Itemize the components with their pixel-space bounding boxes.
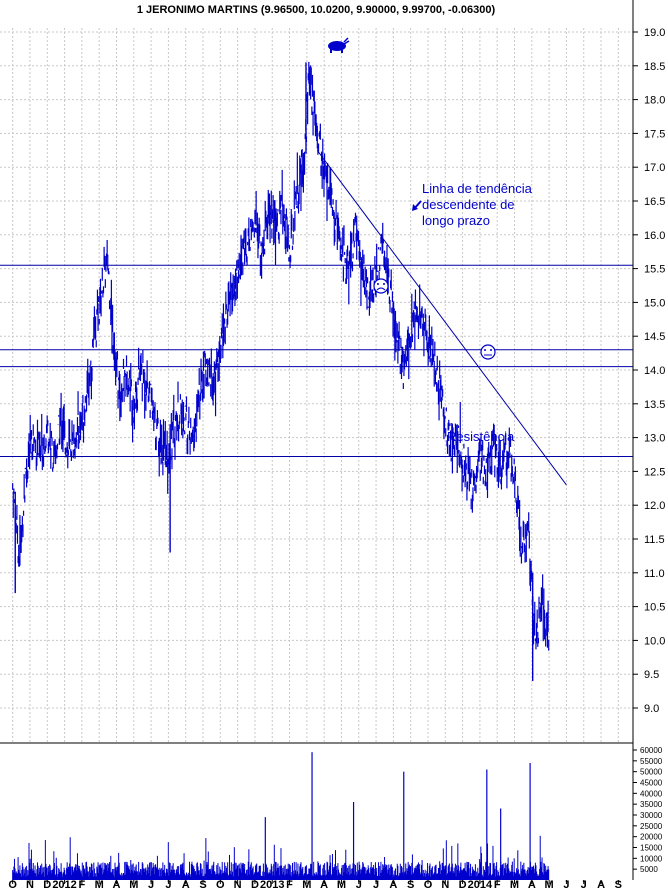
price-bars [12,61,550,681]
x-tick-label: J [563,879,569,891]
x-tick-label: M [545,879,554,891]
price-tick-label: 18.5 [644,61,665,73]
x-tick-label: A [320,879,328,891]
price-tick-label: 9.5 [644,669,659,681]
sad-face-icon [373,278,389,294]
trend-label-line2: descendente de [422,197,515,212]
price-tick-label: 10.0 [644,635,665,647]
x-tick-label: S [615,879,622,891]
x-tick-label: A [389,879,397,891]
price-tick-label: 12.0 [644,500,665,512]
price-tick-label: 18.0 [644,95,665,107]
price-tick-label: 12.5 [644,466,665,478]
volume-tick-label: 60000 [640,746,663,755]
price-tick-label: 19.0 [644,27,665,39]
price-tick-label: 17.5 [644,128,665,140]
x-tick-label: D [251,879,259,891]
x-tick-label: M [302,879,311,891]
price-tick-label: 15.0 [644,297,665,309]
price-tick-label: 16.0 [644,230,665,242]
x-tick-label: S [199,879,206,891]
price-axis: 9.0 9.5 10.0 10.5 11.0 11.5 12.0 12.5 13.0 13.5 14… [633,27,665,715]
x-tick-label: J [581,879,587,891]
price-tick-label: 16.5 [644,196,665,208]
x-tick-label: A [597,879,605,891]
x-tick-label: M [510,879,519,891]
annotation-arrow-icon [412,200,422,211]
trendline-group [316,150,567,486]
volume-tick-label: 30000 [640,811,663,820]
resistance-label: Resistência [447,429,515,444]
x-tick-label: S [407,879,414,891]
x-tick-label: 2013 [260,879,284,891]
x-tick-label: D [459,879,467,891]
volume-tick-label: 15000 [640,844,663,853]
price-tick-label: 13.0 [644,433,665,445]
grid [0,28,633,743]
volume-tick-label: 45000 [640,779,663,788]
volume-tick-label: 35000 [640,800,663,809]
price-tick-label: 14.0 [644,365,665,377]
neutral-face-icon [480,344,496,360]
x-axis: O N D 2012 F M A M J J A S O N D 2013 F M A M J J A S O N D 2014 F M A… [8,879,622,891]
volume-tick-label: 10000 [640,854,663,863]
x-tick-label: M [337,879,346,891]
x-tick-label: M [129,879,138,891]
x-tick-label: D [43,879,51,891]
x-tick-label: J [373,879,379,891]
volume-tick-label: 25000 [640,822,663,831]
bull-icon [328,37,350,53]
price-tick-label: 11.0 [644,568,665,580]
price-tick-label: 9.0 [644,703,659,715]
trend-label-line3: longo prazo [422,213,490,228]
x-tick-label: N [441,879,449,891]
horizontal-lines [0,264,633,458]
descending-trendline [316,150,567,486]
x-tick-label: A [182,879,190,891]
x-tick-label: N [26,879,34,891]
volume-bars [12,752,550,880]
volume-tick-label: 20000 [640,833,663,842]
price-tick-label: 10.5 [644,602,665,614]
x-tick-label: O [216,879,225,891]
x-tick-label: 2014 [468,879,493,891]
x-tick-label: J [165,879,171,891]
x-tick-label: A [528,879,536,891]
x-tick-label: A [113,879,121,891]
x-tick-label: O [424,879,433,891]
x-tick-label: 2012 [52,879,76,891]
x-tick-label: J [148,879,154,891]
volume-tick-label: 5000 [640,865,658,874]
price-tick-label: 14.5 [644,331,665,343]
x-tick-label: N [234,879,242,891]
price-tick-label: 13.5 [644,399,665,411]
volume-tick-label: 50000 [640,768,663,777]
price-tick-label: 17.0 [644,162,665,174]
x-tick-label: F [494,879,501,891]
volume-tick-label: 55000 [640,757,663,766]
chart-title: 1 JERONIMO MARTINS (9.96500, 10.0200, 9.… [137,4,496,16]
x-tick-label: M [95,879,104,891]
x-tick-label: F [79,879,86,891]
trend-label-line1: Linha de tendência [422,181,533,196]
price-tick-label: 11.5 [644,534,665,546]
price-tick-label: 15.5 [644,264,665,276]
x-tick-label: J [356,879,362,891]
volume-tick-label: 40000 [640,789,663,798]
x-tick-label: F [286,879,293,891]
x-tick-label: O [8,879,17,891]
